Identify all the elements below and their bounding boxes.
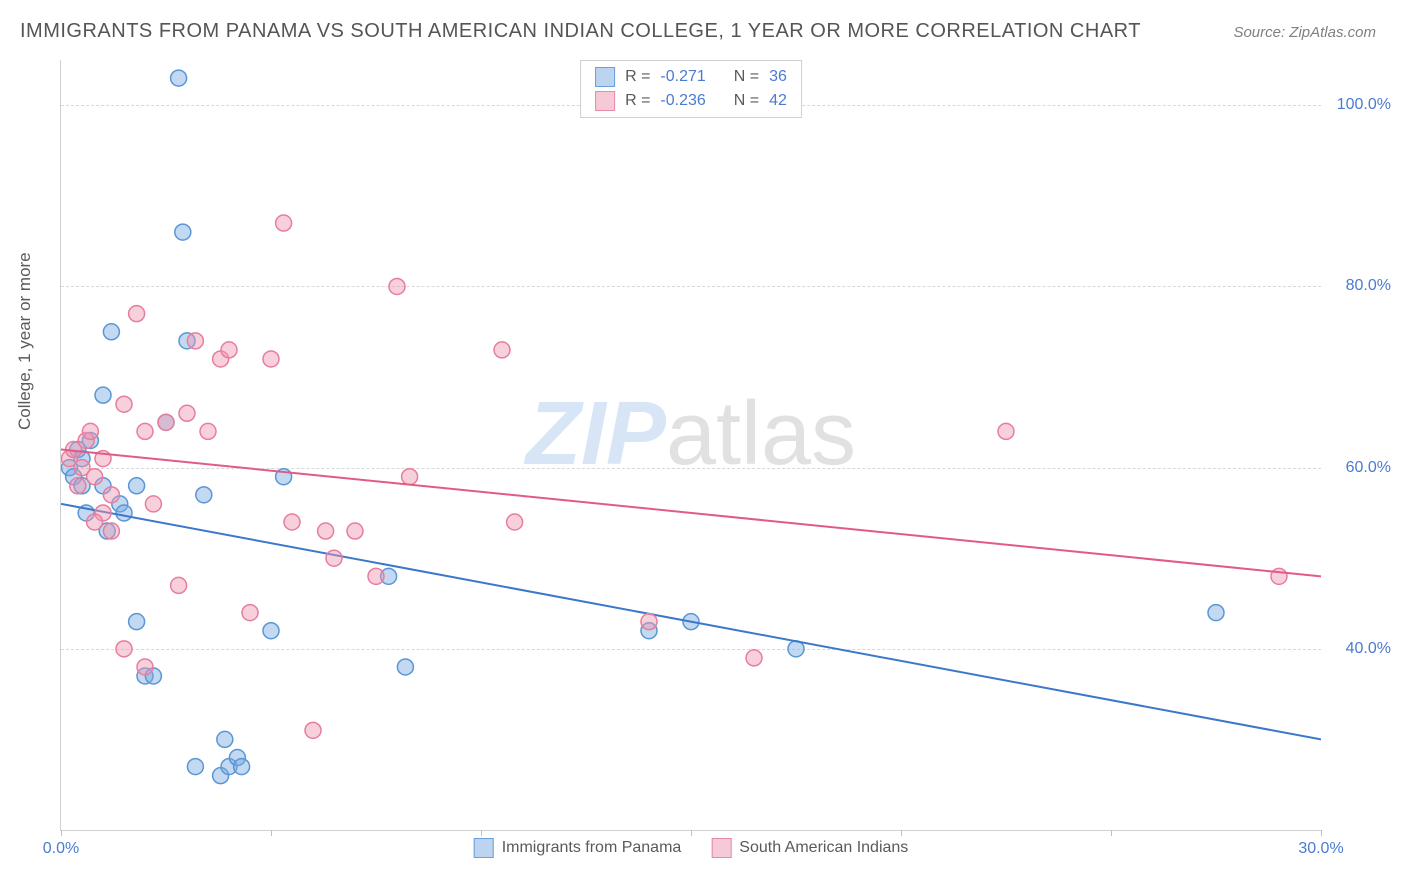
data-point [103,324,119,340]
data-point [263,623,279,639]
x-tick-mark [271,830,272,836]
data-point [196,487,212,503]
data-point [87,469,103,485]
data-point [641,614,657,630]
n-label: N = [734,89,759,113]
data-point [116,396,132,412]
data-point [305,722,321,738]
data-point [217,731,233,747]
data-point [70,478,86,494]
y-tick-label: 100.0% [1331,96,1391,114]
x-tick-label: 30.0% [1298,840,1343,858]
data-point [402,469,418,485]
data-point [242,605,258,621]
chart-svg [61,60,1321,830]
x-tick-mark [61,830,62,836]
x-tick-mark [1111,830,1112,836]
n-label: N = [734,65,759,89]
data-point [187,759,203,775]
swatch-panama [595,67,615,87]
legend-label-panama: Immigrants from Panama [502,839,682,857]
data-point [318,523,334,539]
data-point [368,568,384,584]
data-point [187,333,203,349]
data-point [234,759,250,775]
data-point [1208,605,1224,621]
data-point [507,514,523,530]
data-point [129,478,145,494]
data-point [494,342,510,358]
data-point [175,224,191,240]
legend-label-sai: South American Indians [739,839,908,857]
data-point [95,387,111,403]
data-point [116,641,132,657]
data-point [326,550,342,566]
y-tick-label: 80.0% [1331,277,1391,295]
r-value-sai: -0.236 [660,89,705,113]
data-point [137,423,153,439]
y-axis-label: College, 1 year or more [15,252,35,430]
r-label: R = [625,89,650,113]
chart-title: IMMIGRANTS FROM PANAMA VS SOUTH AMERICAN… [20,20,1141,43]
data-point [82,423,98,439]
data-point [129,614,145,630]
data-point [116,505,132,521]
legend-item-panama: Immigrants from Panama [474,838,682,858]
x-tick-mark [1321,830,1322,836]
trend-line [61,504,1321,740]
source-label: Source: ZipAtlas.com [1233,24,1376,41]
x-tick-mark [691,830,692,836]
x-tick-label: 0.0% [43,840,79,858]
data-point [397,659,413,675]
r-label: R = [625,65,650,89]
data-point [171,70,187,86]
n-value-panama: 36 [769,65,787,89]
x-tick-mark [481,830,482,836]
y-tick-label: 40.0% [1331,640,1391,658]
swatch-panama-bottom [474,838,494,858]
legend-row-panama: R = -0.271 N = 36 [595,65,787,89]
data-point [200,423,216,439]
legend-item-sai: South American Indians [711,838,908,858]
swatch-sai-bottom [711,838,731,858]
data-point [137,659,153,675]
data-point [276,215,292,231]
data-point [87,514,103,530]
data-point [145,496,161,512]
r-value-panama: -0.271 [660,65,705,89]
x-tick-mark [901,830,902,836]
legend-row-sai: R = -0.236 N = 42 [595,89,787,113]
series-legend: Immigrants from Panama South American In… [474,838,909,858]
data-point [103,523,119,539]
data-point [103,487,119,503]
correlation-legend: R = -0.271 N = 36 R = -0.236 N = 42 [580,60,802,118]
n-value-sai: 42 [769,89,787,113]
data-point [171,577,187,593]
data-point [998,423,1014,439]
data-point [221,342,237,358]
data-point [263,351,279,367]
trend-line [61,450,1321,577]
data-point [129,306,145,322]
data-point [389,278,405,294]
y-tick-label: 60.0% [1331,459,1391,477]
swatch-sai [595,91,615,111]
data-point [347,523,363,539]
data-point [284,514,300,530]
data-point [746,650,762,666]
data-point [179,405,195,421]
data-point [158,414,174,430]
plot-area: ZIPatlas 40.0%60.0%80.0%100.0% 0.0%30.0%… [60,60,1321,831]
